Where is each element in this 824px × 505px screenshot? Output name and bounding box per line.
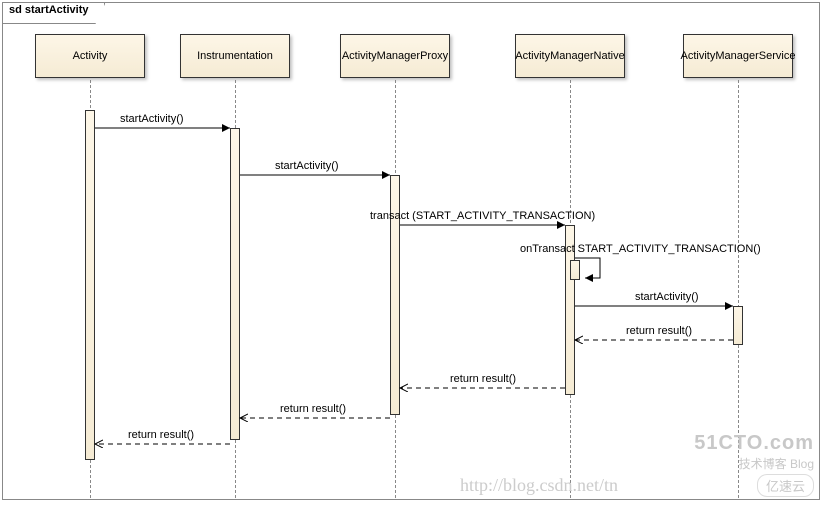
message-label-2: transact (START_ACTIVITY_TRANSACTION) [370, 210, 595, 222]
message-label-3: onTransact START_ACTIVITY_TRANSACTION() [520, 243, 761, 255]
lifeline-amservice: ActivityManagerService [683, 34, 793, 78]
lifeline-amproxy: ActivityManagerProxy [340, 34, 450, 78]
watermark-corner: 51CTO.com 技术博客 Blog 亿速云 [694, 432, 814, 497]
message-label-7: return result() [280, 403, 346, 415]
watermark-51cto: 51CTO.com [694, 432, 814, 455]
message-label-4: startActivity() [635, 291, 699, 303]
lifeline-amnative: ActivityManagerNative [515, 34, 625, 78]
frame-label: sd startActivity [3, 3, 105, 24]
message-label-1: startActivity() [275, 160, 339, 172]
activation-instr-1 [230, 128, 240, 440]
message-label-5: return result() [626, 325, 692, 337]
watermark-csdn: http://blog.csdn.net/tn [460, 475, 618, 496]
activation-activity-0 [85, 110, 95, 460]
lifeline-instr: Instrumentation [180, 34, 290, 78]
message-label-6: return result() [450, 373, 516, 385]
lifeline-activity: Activity [35, 34, 145, 78]
message-label-0: startActivity() [120, 113, 184, 125]
watermark-blog: 技术博客 Blog [694, 455, 814, 472]
activation-amnative-4 [570, 260, 580, 280]
watermark-yisu: 亿速云 [757, 474, 814, 497]
activation-amservice-5 [733, 306, 743, 345]
message-label-8: return result() [128, 429, 194, 441]
